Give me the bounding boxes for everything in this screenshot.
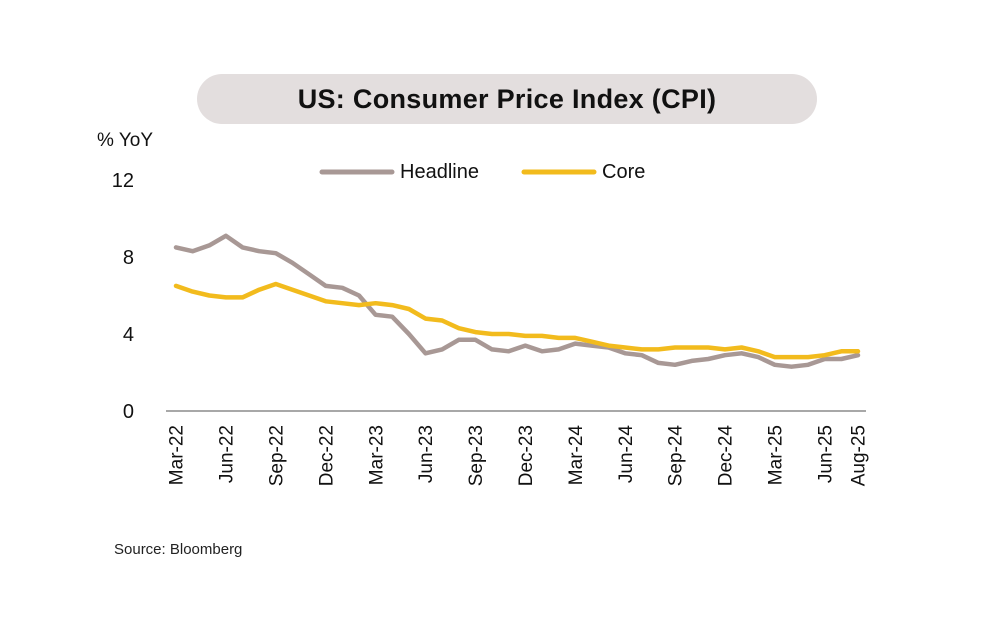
y-tick-label: 4 bbox=[123, 324, 134, 346]
x-tick-label: Mar-25 bbox=[765, 425, 786, 485]
source-note: Source: Bloomberg bbox=[114, 541, 243, 558]
x-tick-label: Mar-24 bbox=[566, 425, 587, 486]
x-tick-label: Sep-23 bbox=[466, 425, 487, 486]
x-tick-label: Mar-23 bbox=[366, 425, 387, 485]
x-tick-label: Dec-24 bbox=[716, 425, 737, 487]
x-tick-label: Aug-25 bbox=[849, 425, 870, 486]
x-tick-label: Jun-25 bbox=[815, 425, 836, 483]
x-tick-label: Sep-22 bbox=[266, 425, 287, 486]
y-tick-label: 12 bbox=[112, 170, 134, 192]
x-tick-label: Jun-24 bbox=[616, 425, 637, 484]
legend-label-headline: Headline bbox=[400, 161, 479, 183]
chart-title: US: Consumer Price Index (CPI) bbox=[297, 83, 717, 114]
y-axis-label: % YoY bbox=[97, 130, 153, 151]
y-tick-label: 0 bbox=[123, 401, 134, 423]
x-tick-label: Dec-22 bbox=[316, 425, 337, 486]
x-tick-label: Jun-23 bbox=[416, 425, 437, 483]
series-line-core bbox=[173, 281, 861, 360]
x-tick-label: Dec-23 bbox=[516, 425, 537, 486]
chart-title-pill: US: Consumer Price Index (CPI) bbox=[197, 74, 817, 124]
y-tick-label: 8 bbox=[123, 247, 134, 269]
x-tick-label: Sep-24 bbox=[666, 425, 687, 487]
series-line-headline bbox=[173, 233, 861, 369]
x-tick-label: Mar-22 bbox=[167, 425, 188, 485]
x-tick-label: Jun-22 bbox=[217, 425, 238, 483]
legend-label-core: Core bbox=[602, 161, 645, 183]
